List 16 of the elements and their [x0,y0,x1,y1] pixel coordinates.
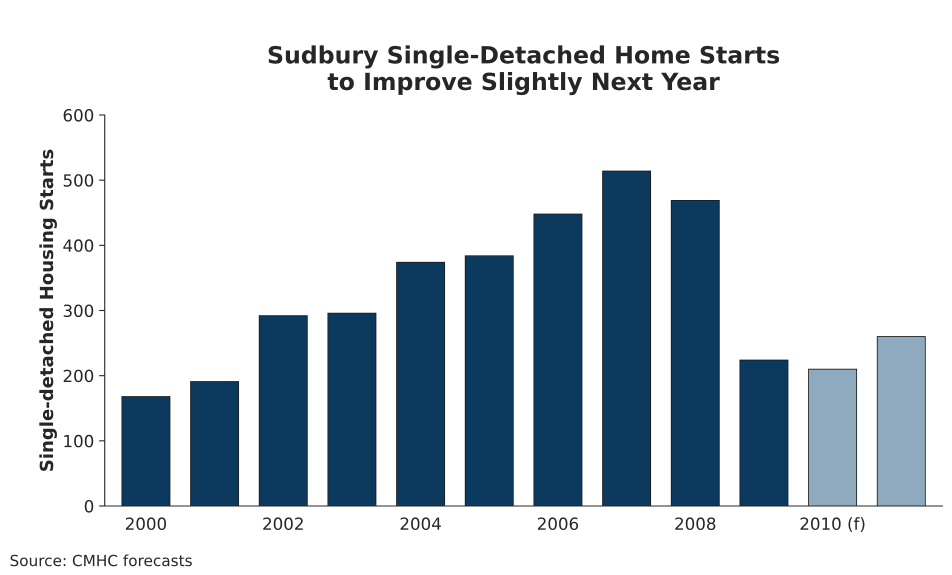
x-tick-label: 2000 [126,517,166,530]
source-note: Source: CMHC forecasts [10,554,192,566]
chart-title: Sudbury Single-Detached Home Starts to Improve Slightly Next Year [268,45,780,96]
x-tick-label: 2008 [675,517,716,530]
y-tick-label: 600 [64,108,94,122]
x-tick-label: 2002 [263,517,303,530]
y-tick-label: 300 [64,304,94,318]
x-tick-label: 2006 [538,517,578,530]
y-axis-title: Single-detached Housing Starts [39,150,57,471]
x-tick-label: 2004 [400,517,441,530]
y-tick-label: 100 [64,434,94,448]
y-tick-label: 400 [63,239,94,252]
x-tick-label: 2010 (f) [800,517,864,532]
y-tick-label: 500 [64,174,94,187]
y-tick-label: 0 [84,500,94,513]
y-tick-label: 200 [64,370,94,382]
